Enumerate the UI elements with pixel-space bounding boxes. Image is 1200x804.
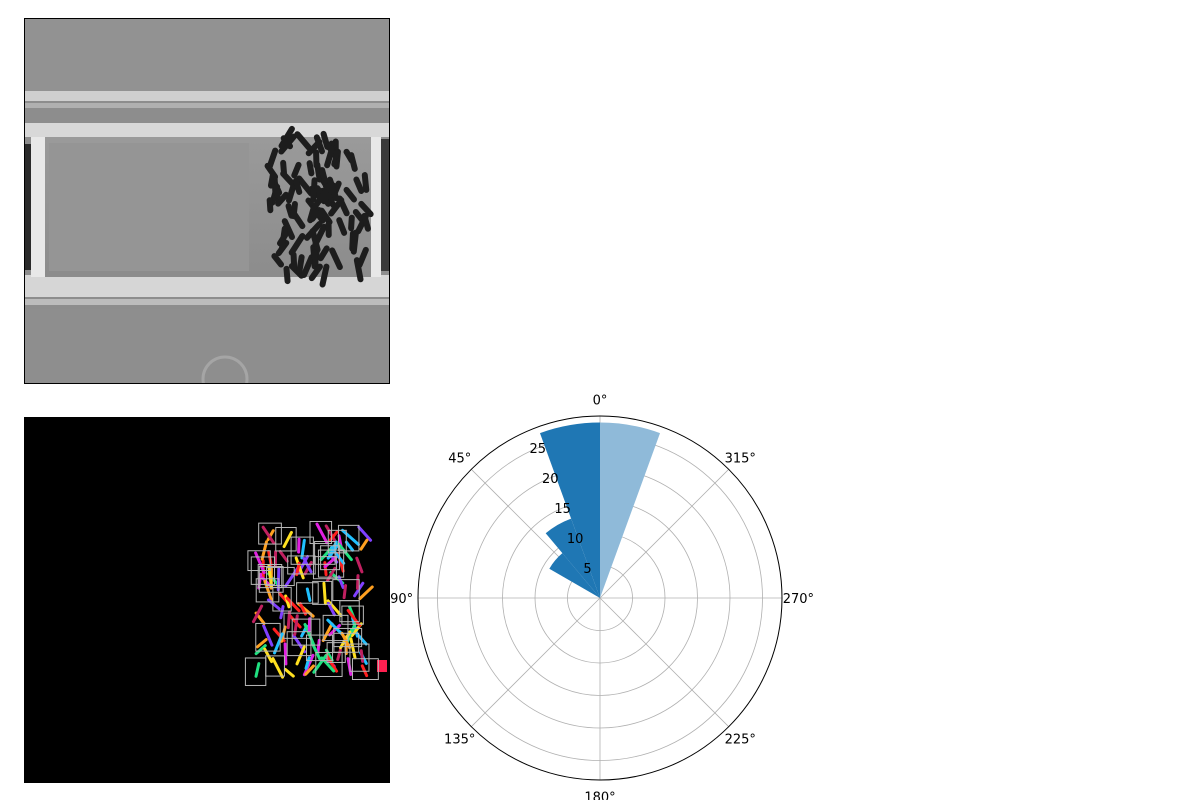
bacterium-cell [322,170,325,182]
r-tick-label: 5 [583,562,591,577]
theta-tick-label: 0° [593,394,608,409]
r-tick-label: 20 [542,472,559,487]
bacterium-cell [294,204,295,216]
r-tick-label: 10 [567,532,584,547]
segmentation-image [24,417,390,783]
r-tick-label: 15 [554,502,571,517]
theta-tick-label: 270° [783,592,814,607]
angular-grid-line [471,598,600,727]
segmented-cell [288,612,289,628]
theta-tick-label: 90° [390,592,413,607]
bacterium-cell [314,253,315,264]
segmented-cell [361,651,362,662]
segmented-cell [344,586,345,598]
bacterium-cell [270,200,271,210]
polar-bar [600,423,660,599]
theta-tick-label: 45° [448,452,471,467]
bacterium-cell [354,233,356,252]
r-tick-label: 25 [530,442,547,457]
bacterium-cell [323,267,327,285]
bacterium-cell [365,175,366,190]
bacterium-cell [294,165,298,175]
bacterium-cell [351,218,352,229]
segmented-cell [285,644,286,664]
phase-contrast-microscopy-image-icon [25,19,389,383]
theta-tick-label: 315° [725,452,756,467]
theta-tick-label: 180° [584,790,615,800]
bacterium-cell [299,257,301,271]
microscopy-image [24,18,390,384]
cell-segmentation-mask-image-icon [25,418,389,782]
bacterium-cell [282,229,285,248]
polar-histogram: 0° 45° 90° 135° 180° 225° 270° 315° 5 10 15 20 25 [380,380,820,800]
bacterium-cell [286,269,287,281]
bacterium-cell [351,155,355,169]
bacterium-cell [357,260,361,279]
angular-grid-line [600,598,729,727]
bacterium-cell [296,181,299,192]
bacterium-cell [364,216,368,229]
bacterium-cell [313,180,314,199]
bacterium-cell [310,163,312,173]
segmented-cell [324,583,325,603]
theta-tick-label: 135° [444,732,475,747]
theta-tick-label: 225° [725,732,756,747]
